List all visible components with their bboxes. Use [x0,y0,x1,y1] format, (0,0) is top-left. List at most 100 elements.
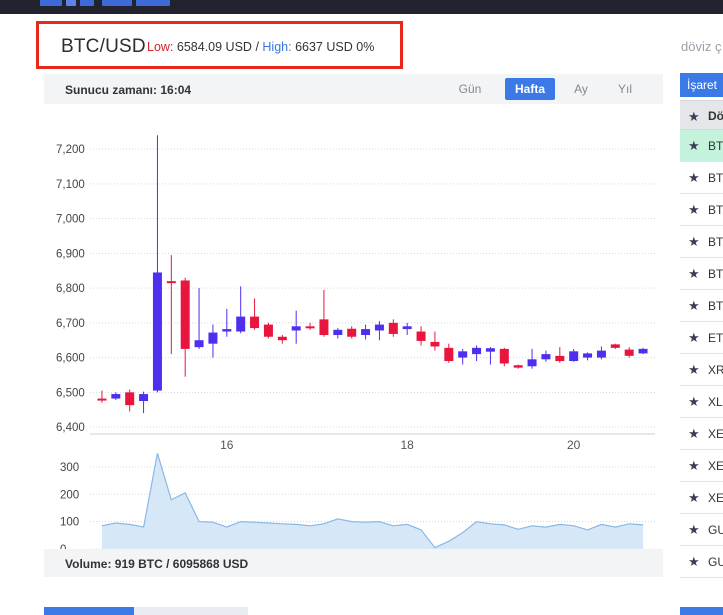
site-logo[interactable] [40,0,190,8]
candle-body [111,394,121,399]
candle-body [583,353,593,358]
star-icon[interactable]: ★ [688,394,700,409]
sidebar-market-row[interactable]: ★ BT [680,194,723,226]
change-percent: 0% [356,40,375,54]
sidebar-market-row[interactable]: ★ XE [680,418,723,450]
sidebar-market-label: BT [708,299,723,313]
tab-week[interactable]: Hafta [505,78,555,100]
star-icon[interactable]: ★ [688,234,700,249]
candlestick-chart[interactable]: 6,400 6,500 6,600 6,700 6,800 6,900 7,000 7,100… [44,104,663,556]
star-icon[interactable]: ★ [688,266,700,281]
candle-body [194,340,204,348]
candle-body [319,319,329,335]
high-label: High: [262,40,292,54]
separator: / [255,40,259,54]
star-icon[interactable]: ★ [688,138,700,153]
bottom-right-button[interactable] [680,607,723,615]
candle-body [458,351,468,358]
candle-body [97,398,107,401]
candle-body [444,347,454,362]
star-icon[interactable]: ★ [688,490,700,505]
chart-footer: Volume: 919 BTC / 6095868 USD [44,549,663,577]
sidebar-market-row[interactable]: ★ GU [680,514,723,546]
candle-body [541,354,551,360]
sidebar-market-label: XE [708,491,723,505]
candle-body [388,322,398,334]
sidebar-market-label: BT [708,203,723,217]
candle-body [250,316,260,329]
sidebar-market-row[interactable]: ★ BT [680,258,723,290]
price-tick-label: 7,100 [56,179,85,191]
candle-body [180,280,190,349]
bottom-tab-active[interactable] [44,607,134,615]
x-tick-label: 18 [401,438,415,452]
star-icon[interactable]: ★ [688,522,700,537]
sidebar-market-row[interactable]: ★ GU [680,546,723,578]
low-label: Low: [147,40,174,54]
sidebar-market-label: XL [708,395,723,409]
price-tick-label: 7,000 [56,214,85,226]
candle-body [513,365,523,368]
price-tick-label: 6,700 [56,318,85,330]
markets-sidebar: İşaret ★ Dö ★BT★BT★BT★BT★BT★BT★ET★XR★XL★… [680,73,723,578]
candle-body [347,328,357,337]
star-icon[interactable]: ★ [688,554,700,569]
star-icon[interactable]: ★ [688,330,700,345]
sidebar-market-row[interactable]: ★ XE [680,450,723,482]
price-tick-label: 6,400 [56,422,85,434]
sidebar-market-label: XE [708,427,723,441]
sidebar-market-row[interactable]: ★ BT [680,290,723,322]
sidebar-market-label: BT [708,139,723,153]
price-tick-label: 6,900 [56,248,85,260]
candle-body [333,329,343,335]
candle-body [152,272,162,391]
star-icon[interactable]: ★ [688,109,700,124]
volume-area-fill [101,453,644,549]
candle-body [596,350,606,358]
star-icon[interactable]: ★ [688,298,700,313]
tab-year[interactable]: Yıl [617,82,632,96]
sidebar-market-row[interactable]: ★ BT [680,226,723,258]
currency-hint-text: döviz ç [681,39,722,54]
chart-area[interactable]: 6,400 6,500 6,600 6,700 6,800 6,900 7,000 7,100… [44,104,663,556]
bookmarks-button[interactable]: İşaret [680,73,723,97]
candle-body [624,349,634,356]
tab-month[interactable]: Ay [574,82,588,96]
candle-body [222,329,232,332]
chart-panel: Sunucu zamanı: 16:04 Gün Hafta Ay Yıl 6,… [44,74,663,577]
star-icon[interactable]: ★ [688,202,700,217]
sidebar-market-row[interactable]: ★ BT [680,130,723,162]
pair-summary-highlight: BTC/USD Low: 6584.09 USD / High: 6637 US… [36,21,403,69]
candle-body [291,326,301,331]
volume-line [101,453,644,549]
sidebar-market-row[interactable]: ★ ET [680,322,723,354]
star-icon[interactable]: ★ [688,170,700,185]
sidebar-market-label: XE [708,459,723,473]
candle-body [125,392,135,406]
sidebar-market-label: BT [708,171,723,185]
price-tick-label: 6,600 [56,353,85,365]
candle-body [402,326,412,330]
sidebar-market-label: GU [708,555,723,569]
price-tick-label: 6,800 [56,283,85,295]
candle-body [208,332,218,344]
sidebar-market-row[interactable]: ★ XL [680,386,723,418]
top-navigation-bar [0,0,723,14]
sidebar-market-row[interactable]: ★ BT [680,162,723,194]
sidebar-header[interactable]: ★ Dö [680,100,723,130]
sidebar-market-row[interactable]: ★ XE [680,482,723,514]
sidebar-market-row[interactable]: ★ XR [680,354,723,386]
tab-day[interactable]: Gün [458,82,482,96]
candle-body [638,348,648,354]
candle-body [499,348,509,364]
candle-body [527,359,537,367]
star-icon[interactable]: ★ [688,362,700,377]
volume-tick-label: 300 [60,462,79,474]
bottom-tab[interactable] [134,607,248,615]
price-tick-label: 7,200 [56,144,85,156]
pair-title: BTC/USD [61,36,146,57]
high-value: 6637 USD [295,40,353,54]
star-icon[interactable]: ★ [688,426,700,441]
star-icon[interactable]: ★ [688,458,700,473]
candle-body [555,355,565,362]
